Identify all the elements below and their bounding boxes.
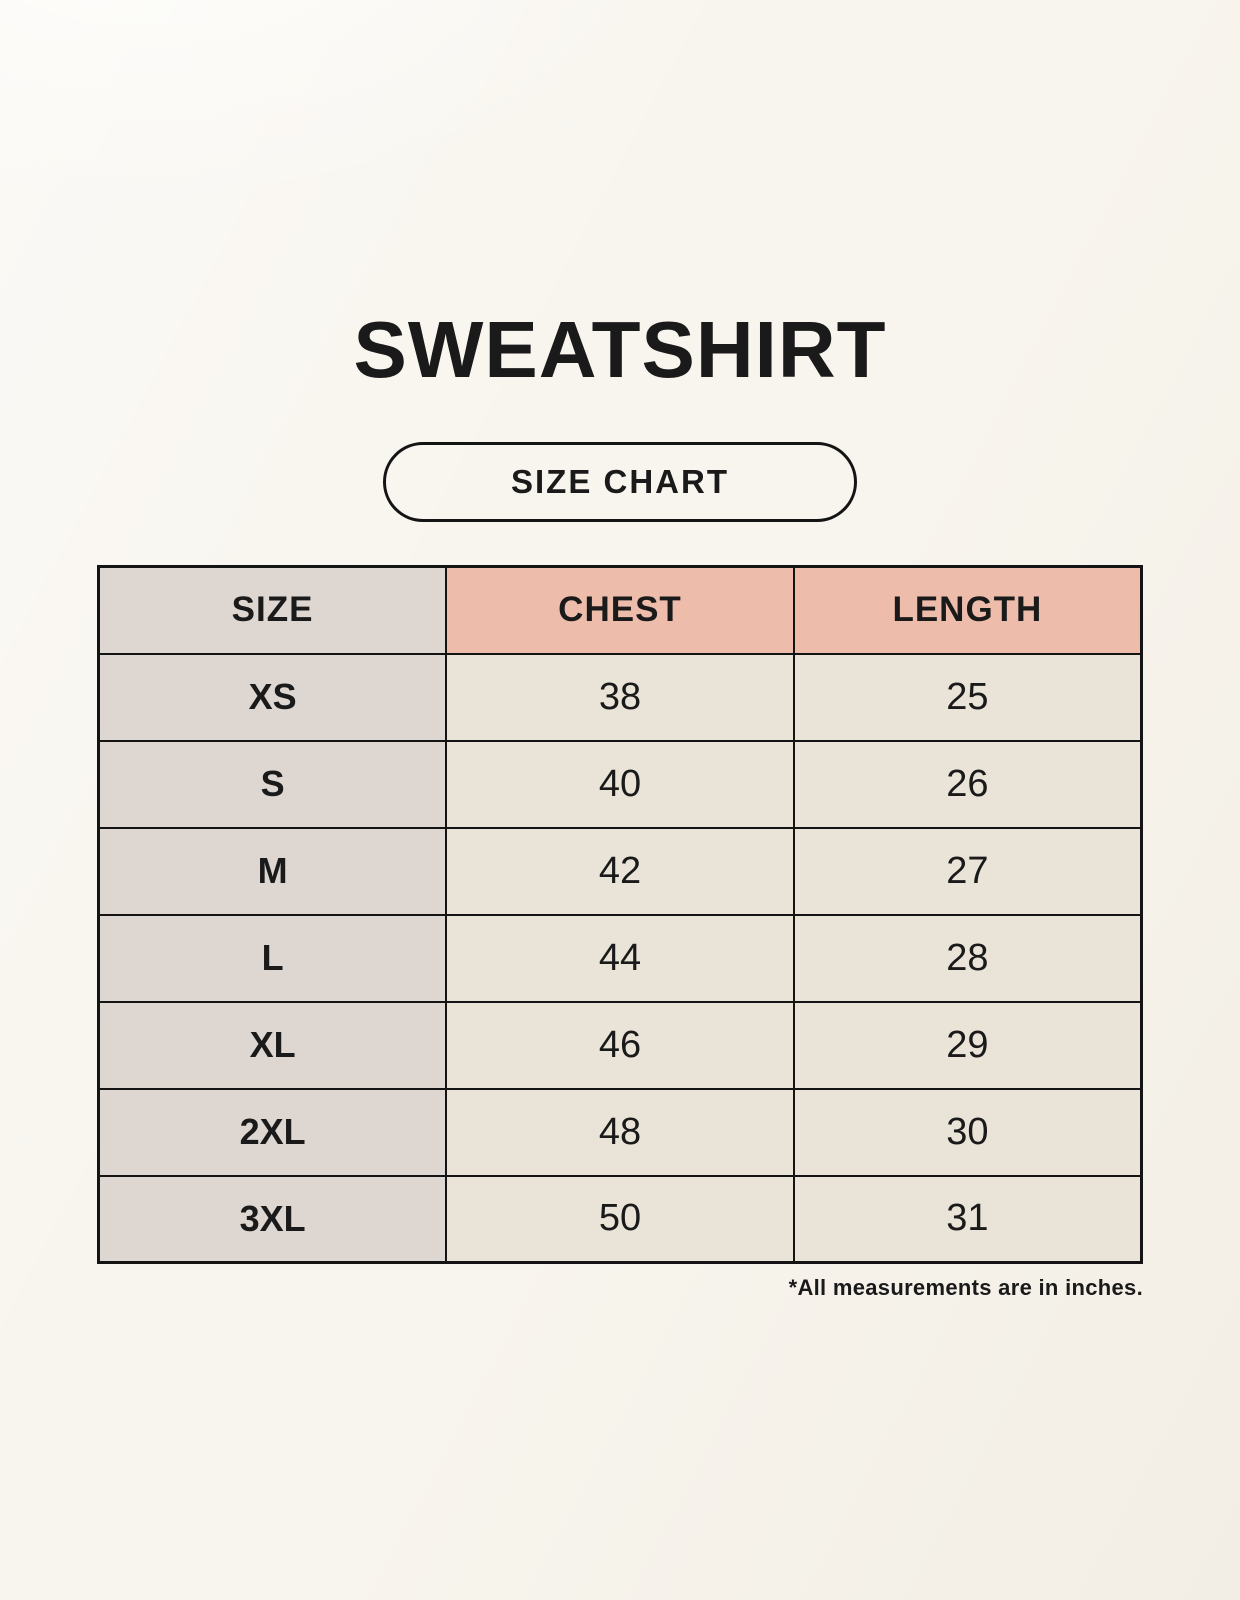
chest-cell: 46 <box>445 1000 795 1090</box>
table-row: 3XL 50 31 <box>97 1174 1143 1264</box>
size-cell: 2XL <box>97 1087 448 1177</box>
size-chart-badge-label: SIZE CHART <box>511 463 729 500</box>
length-cell: 27 <box>792 826 1143 916</box>
column-header-chest: CHEST <box>445 565 795 655</box>
size-chart-table-container: SIZE CHEST LENGTH XS 38 25 S 40 26 M <box>97 565 1143 1264</box>
size-cell: S <box>97 739 448 829</box>
table-row: 2XL 48 30 <box>97 1087 1143 1177</box>
chest-cell: 40 <box>445 739 795 829</box>
size-chart-table: SIZE CHEST LENGTH XS 38 25 S 40 26 M <box>97 565 1143 1264</box>
table-row: S 40 26 <box>97 739 1143 829</box>
size-cell: 3XL <box>97 1174 448 1264</box>
column-header-size: SIZE <box>97 565 448 655</box>
size-cell: XS <box>97 652 448 742</box>
length-cell: 25 <box>792 652 1143 742</box>
table-header-row: SIZE CHEST LENGTH <box>97 565 1143 655</box>
size-chart-badge[interactable]: SIZE CHART <box>383 442 857 522</box>
length-cell: 29 <box>792 1000 1143 1090</box>
size-cell: L <box>97 913 448 1003</box>
table-row: XS 38 25 <box>97 652 1143 742</box>
chest-cell: 42 <box>445 826 795 916</box>
size-cell: M <box>97 826 448 916</box>
measurement-unit-note: *All measurements are in inches. <box>788 1275 1143 1300</box>
table-row: L 44 28 <box>97 913 1143 1003</box>
table-row: XL 46 29 <box>97 1000 1143 1090</box>
chest-cell: 48 <box>445 1087 795 1177</box>
table-row: M 42 27 <box>97 826 1143 916</box>
length-cell: 30 <box>792 1087 1143 1177</box>
length-cell: 26 <box>792 739 1143 829</box>
chest-cell: 50 <box>445 1174 795 1264</box>
page-title: SWEATSHIRT <box>353 305 887 394</box>
length-cell: 31 <box>792 1174 1143 1264</box>
column-header-length: LENGTH <box>792 565 1143 655</box>
chest-cell: 38 <box>445 652 795 742</box>
size-cell: XL <box>97 1000 448 1090</box>
length-cell: 28 <box>792 913 1143 1003</box>
chest-cell: 44 <box>445 913 795 1003</box>
